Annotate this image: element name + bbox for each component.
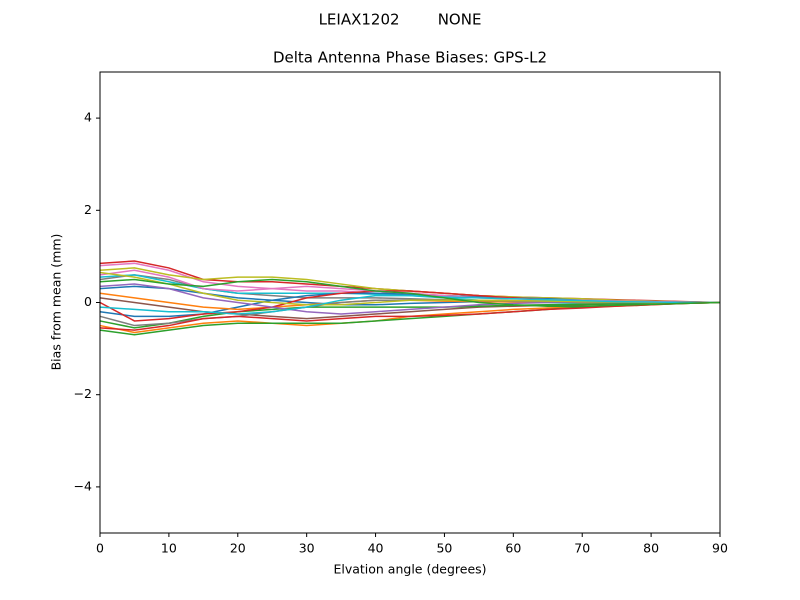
series-line [99, 301, 721, 329]
y-tick-label: 4 [84, 110, 92, 125]
x-axis-label: Elvation angle (degrees) [333, 562, 486, 577]
suptitle: LEIAX1202 NONE [319, 11, 482, 29]
x-tick-label: 80 [643, 541, 659, 556]
x-tick-label: 20 [230, 541, 246, 556]
y-tick-label: −2 [74, 386, 92, 401]
x-tick-label: 30 [299, 541, 315, 556]
lines [99, 260, 721, 336]
x-tick-label: 60 [505, 541, 521, 556]
series-line [99, 278, 721, 307]
y-axis-label: Bias from mean (mm) [49, 234, 64, 371]
series-line [99, 294, 720, 315]
y-tick-label: −4 [74, 478, 92, 493]
x-tick-label: 50 [436, 541, 452, 556]
series-line [99, 301, 721, 331]
y-tick-label: 0 [84, 294, 92, 309]
x-tick-label: 70 [574, 541, 590, 556]
x-tick-label: 10 [161, 541, 177, 556]
x-tick-label: 90 [712, 541, 728, 556]
series-line [99, 262, 721, 304]
x-tick-label: 40 [368, 541, 384, 556]
y-tick-label: 2 [84, 202, 92, 217]
x-tick-label: 0 [96, 541, 104, 556]
chart-title: Delta Antenna Phase Biases: GPS-L2 [273, 49, 547, 67]
